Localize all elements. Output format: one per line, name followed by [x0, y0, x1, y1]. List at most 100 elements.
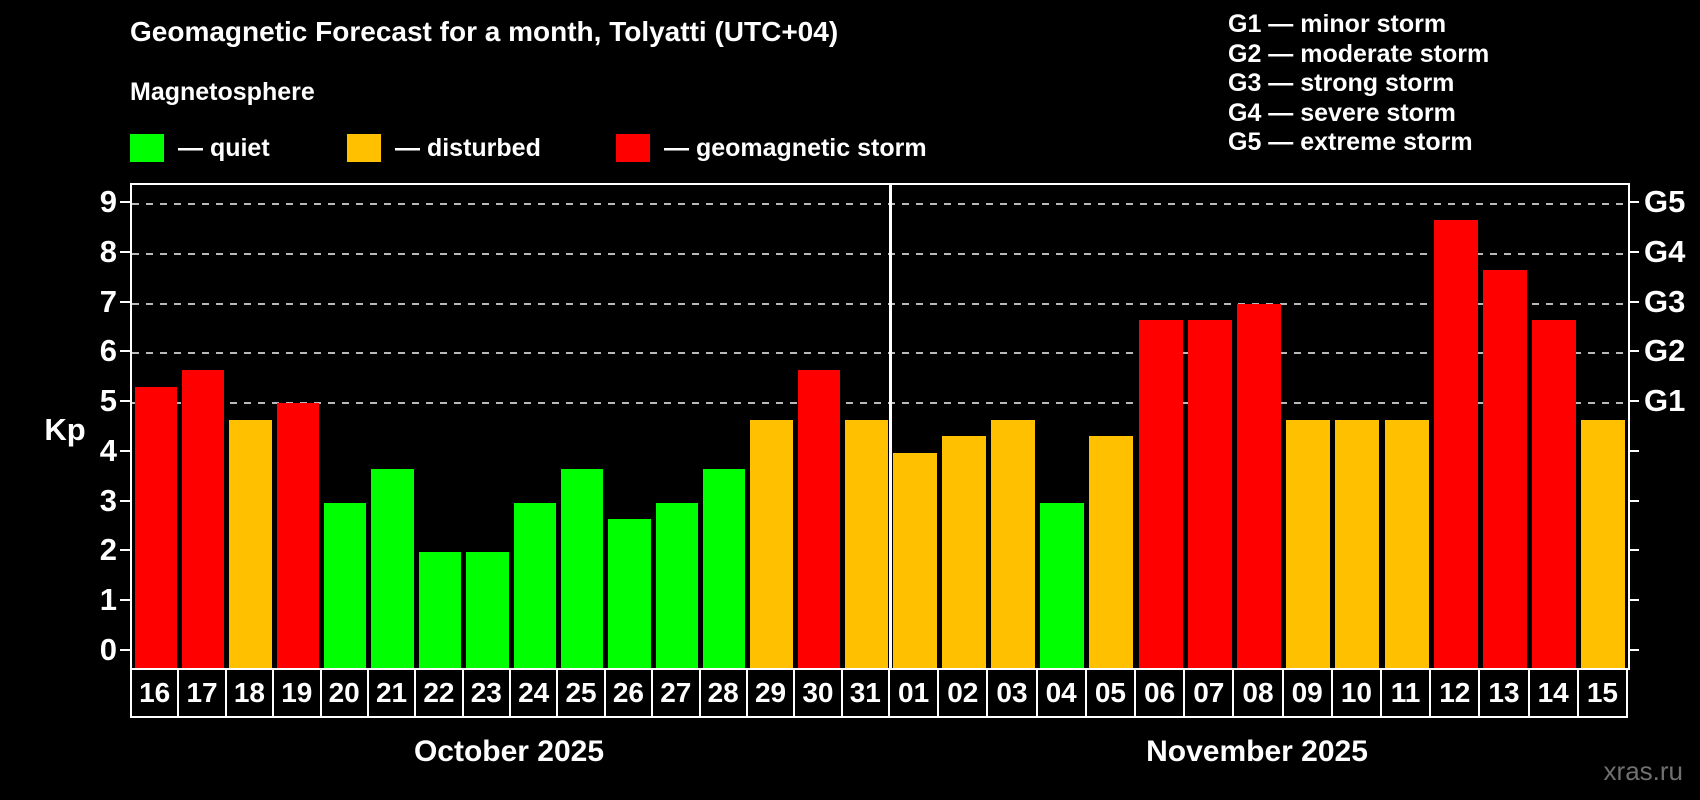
legend-item-quiet: — quiet — [130, 134, 270, 162]
bar-october-17 — [181, 369, 225, 670]
day-label-october-20: 20 — [319, 668, 369, 718]
y-tick-label-7: 7 — [99, 283, 117, 319]
y-tick-label-2: 2 — [99, 532, 117, 568]
gridline-kp-9 — [132, 202, 1628, 205]
bar-october-23 — [466, 552, 509, 670]
storm-scale-g5: G5 — extreme storm — [1228, 128, 1473, 157]
storm-scale-g3: G3 — strong storm — [1228, 69, 1455, 98]
y-tick-label-3: 3 — [99, 482, 117, 518]
day-label-october-29: 29 — [745, 668, 796, 718]
y-tick-right-0 — [1628, 649, 1639, 651]
day-label-november-13: 13 — [1478, 668, 1530, 718]
y-tick-label-9: 9 — [99, 183, 117, 219]
bar-october-29 — [750, 419, 793, 670]
y-tick-right-8 — [1628, 250, 1639, 253]
y-tick-left-8 — [120, 250, 130, 253]
y-tick-left-2 — [120, 549, 130, 552]
day-label-november-14: 14 — [1527, 668, 1579, 718]
bar-november-04 — [1040, 502, 1085, 670]
plot-area — [130, 183, 1630, 670]
day-label-november-11: 11 — [1380, 668, 1432, 718]
bar-october-16 — [134, 386, 177, 670]
bar-october-22 — [418, 552, 462, 670]
chart-title: Geomagnetic Forecast for a month, Tolyat… — [130, 16, 839, 47]
bar-october-18 — [229, 419, 272, 670]
day-label-october-19: 19 — [272, 668, 322, 718]
day-label-october-22: 22 — [414, 668, 464, 718]
day-label-november-01: 01 — [888, 668, 940, 718]
day-label-november-12: 12 — [1429, 668, 1481, 718]
y-tick-label-6: 6 — [99, 333, 117, 369]
right-axis-label-g2: G2 — [1644, 333, 1686, 369]
day-label-november-04: 04 — [1035, 668, 1087, 718]
bar-october-24 — [513, 502, 556, 670]
gridline-kp-8 — [132, 252, 1628, 255]
day-label-october-30: 30 — [793, 668, 843, 718]
day-label-october-16: 16 — [130, 668, 180, 718]
day-label-october-25: 25 — [556, 668, 606, 718]
bar-november-13 — [1482, 270, 1528, 670]
bar-october-28 — [703, 469, 746, 670]
day-label-october-18: 18 — [224, 668, 275, 718]
watermark: xras.ru — [1603, 756, 1683, 786]
y-tick-right-1 — [1628, 599, 1639, 602]
bar-november-03 — [990, 419, 1036, 670]
day-label-november-09: 09 — [1281, 668, 1333, 718]
bar-november-12 — [1433, 220, 1478, 670]
y-tick-left-1 — [120, 599, 130, 602]
y-tick-left-9 — [120, 200, 130, 203]
legend-item-label: — disturbed — [395, 133, 541, 162]
bar-november-09 — [1286, 419, 1331, 670]
bar-october-30 — [797, 369, 841, 670]
day-label-november-15: 15 — [1576, 668, 1628, 718]
month-label-october: October 2025 — [413, 735, 605, 768]
y-tick-left-4 — [120, 449, 130, 452]
bar-october-19 — [276, 403, 319, 670]
bar-october-27 — [655, 502, 698, 670]
right-axis-label-g3: G3 — [1644, 283, 1686, 319]
day-label-november-02: 02 — [937, 668, 989, 718]
bar-november-08 — [1236, 303, 1282, 670]
day-label-october-21: 21 — [366, 668, 417, 718]
storm-scale-legend: G1 — minor storm G2 — moderate storm G3 … — [1228, 10, 1489, 158]
y-tick-right-9 — [1628, 200, 1639, 203]
day-label-october-23: 23 — [461, 668, 511, 718]
bar-november-10 — [1335, 419, 1380, 670]
y-tick-left-0 — [120, 649, 130, 651]
bar-october-20 — [324, 502, 367, 670]
y-tick-right-3 — [1628, 499, 1639, 502]
bar-november-06 — [1138, 319, 1183, 670]
day-label-october-17: 17 — [177, 668, 227, 718]
day-label-october-27: 27 — [651, 668, 701, 718]
bar-october-25 — [560, 469, 604, 670]
month-label-november: November 2025 — [1146, 735, 1368, 768]
bar-october-21 — [371, 469, 414, 670]
legend-item-label: — quiet — [178, 133, 270, 162]
bar-november-11 — [1384, 419, 1429, 670]
y-tick-label-4: 4 — [99, 432, 117, 468]
month-separator-line — [888, 185, 892, 670]
y-tick-right-5 — [1628, 400, 1639, 403]
bar-october-26 — [608, 519, 651, 670]
y-axis-label: Kp — [44, 412, 86, 447]
storm-scale-g2: G2 — moderate storm — [1228, 39, 1490, 68]
day-label-november-03: 03 — [986, 668, 1038, 718]
bar-november-01 — [892, 452, 937, 670]
y-tick-label-0: 0 — [99, 632, 117, 667]
bar-november-15 — [1581, 419, 1626, 670]
magnetosphere-legend-heading: Magnetosphere — [130, 78, 315, 106]
gridline-kp-7 — [132, 302, 1628, 305]
bar-november-14 — [1532, 319, 1577, 670]
bar-november-07 — [1187, 319, 1232, 670]
y-tick-label-5: 5 — [99, 383, 117, 419]
legend-item-disturbed: — disturbed — [347, 134, 541, 162]
y-tick-right-4 — [1628, 449, 1639, 452]
storm-scale-g4: G4 — severe storm — [1228, 98, 1456, 127]
day-label-november-05: 05 — [1084, 668, 1136, 718]
legend-item-label: — geomagnetic storm — [664, 133, 927, 162]
y-tick-left-3 — [120, 499, 130, 502]
y-tick-left-6 — [120, 350, 130, 353]
bar-november-05 — [1089, 436, 1134, 670]
day-label-october-28: 28 — [698, 668, 748, 718]
